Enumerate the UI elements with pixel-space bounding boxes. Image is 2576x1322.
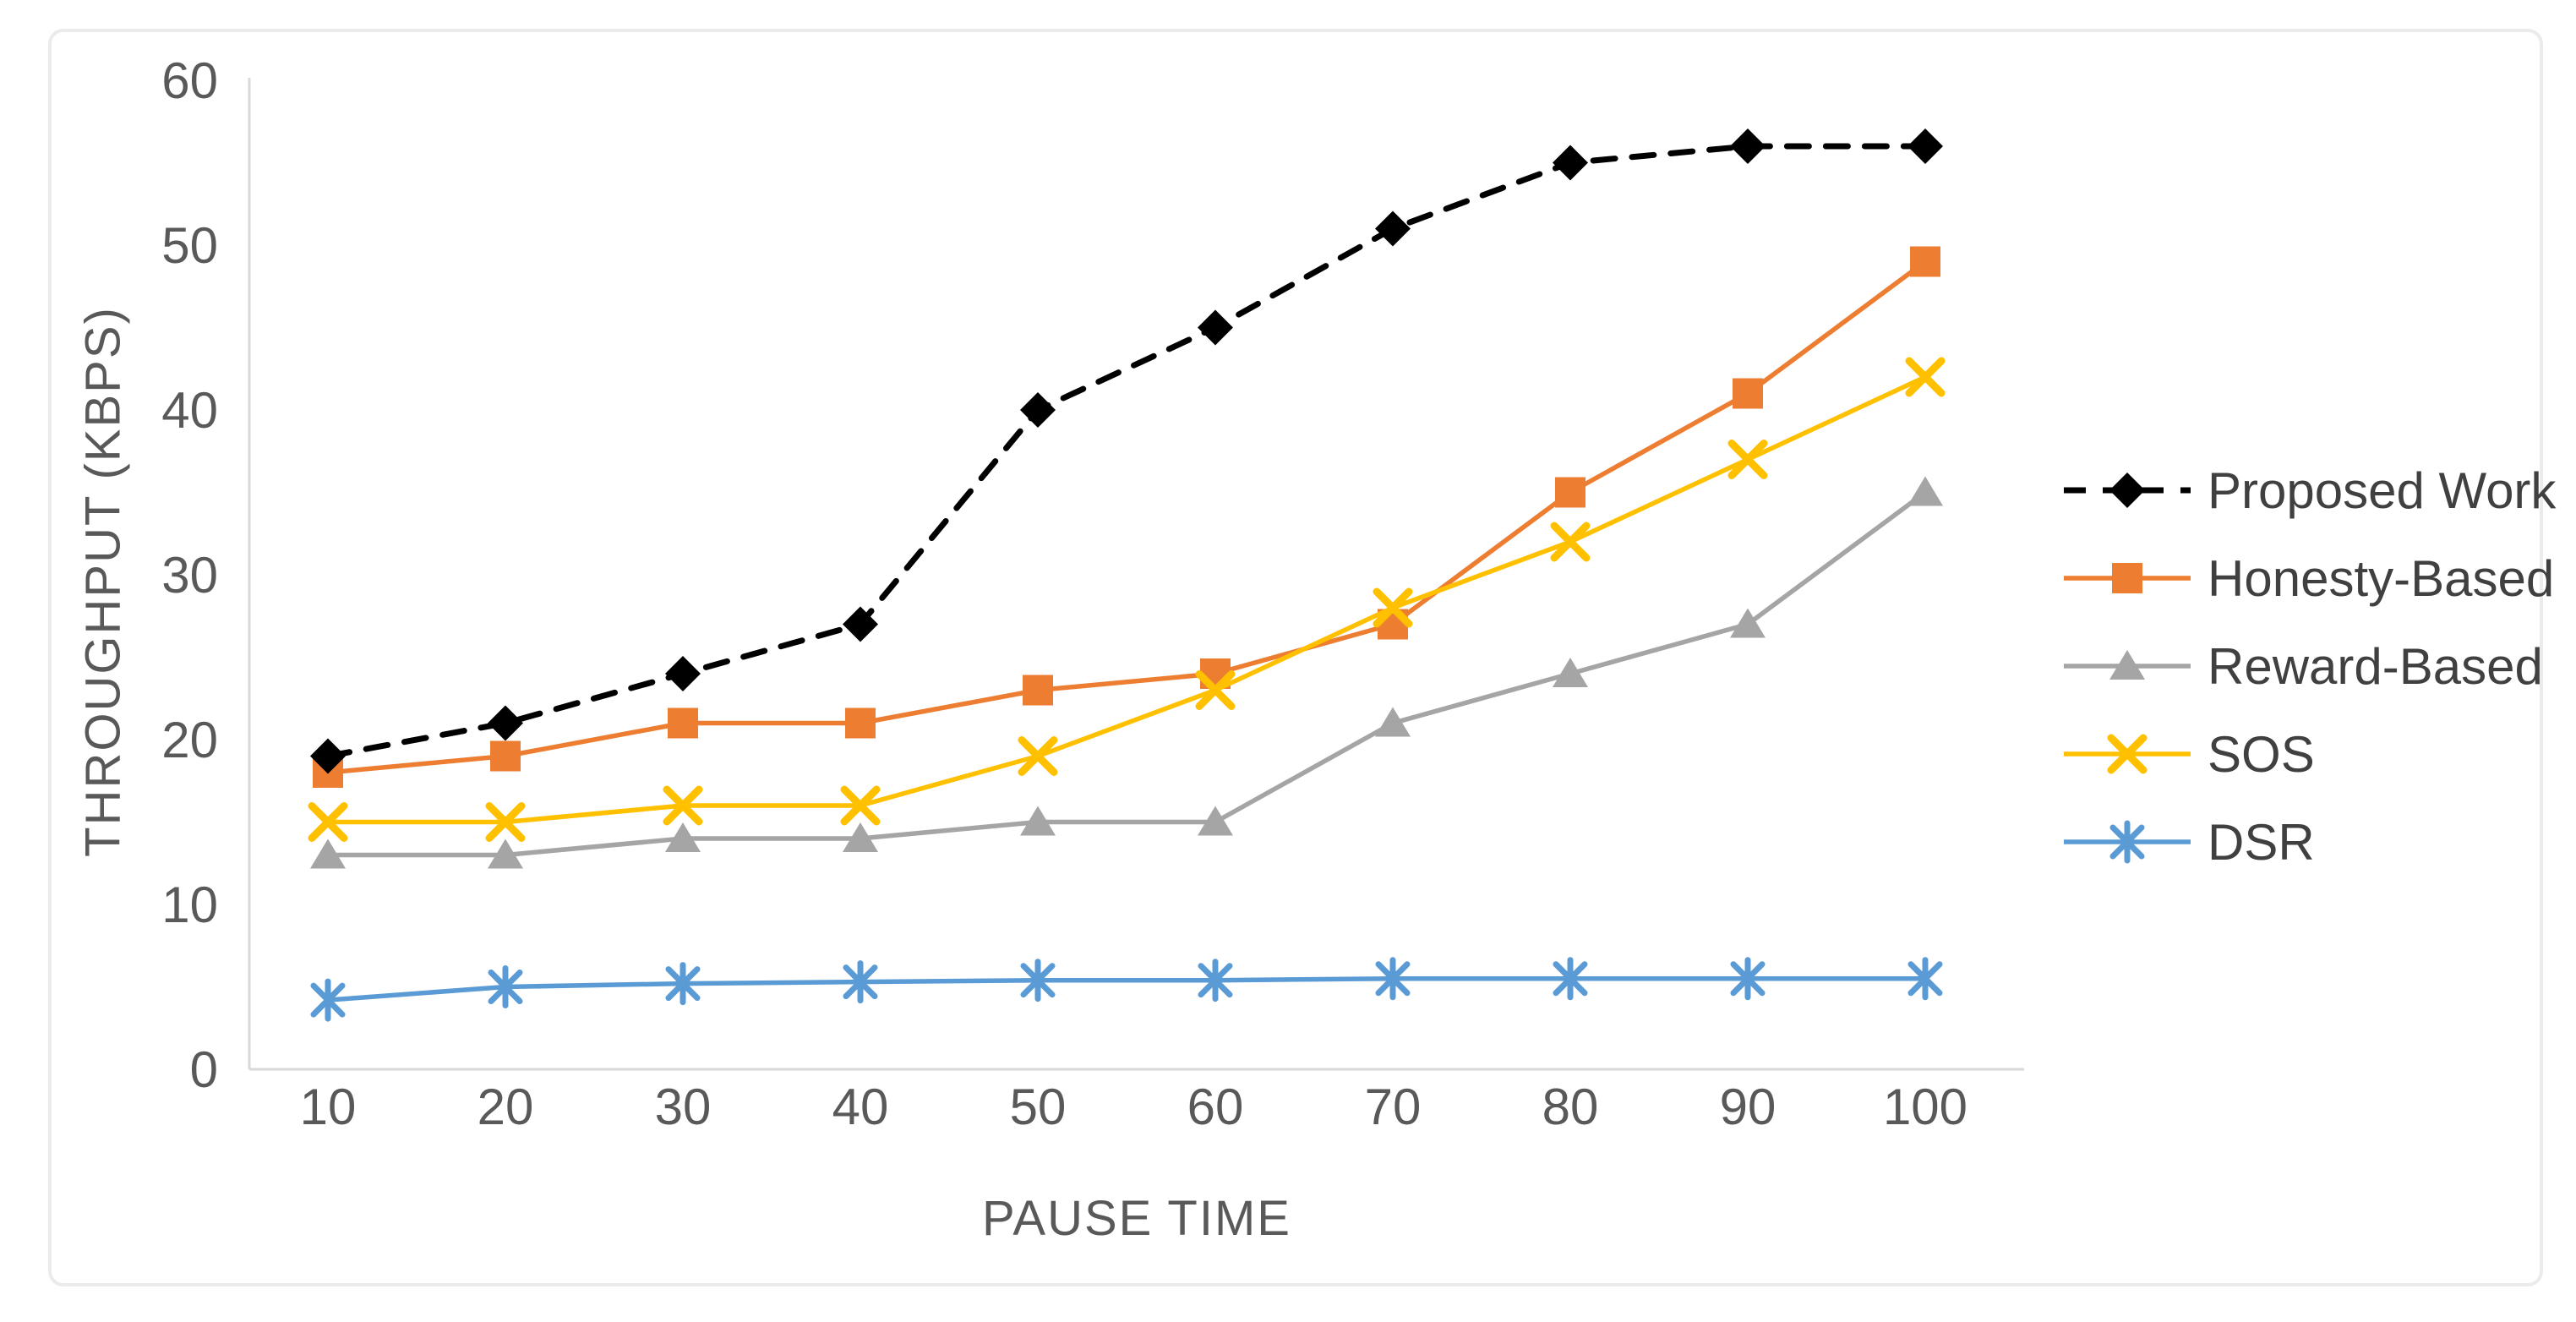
series-sos <box>308 357 1946 842</box>
series-proposed-work <box>310 128 1943 774</box>
y-tick-label: 40 <box>161 382 218 439</box>
x-marker <box>840 785 881 826</box>
x-tick-label: 70 <box>1365 1079 1422 1135</box>
square-marker <box>668 707 698 739</box>
y-tick-label: 50 <box>161 217 218 274</box>
x-marker <box>308 802 348 842</box>
square-marker <box>490 740 521 772</box>
x-tick-label: 40 <box>832 1079 889 1135</box>
square-marker <box>2112 563 2142 593</box>
legend-label: DSR <box>2208 814 2315 871</box>
x-tick-label: 20 <box>478 1079 534 1135</box>
diamond-marker <box>1375 210 1411 247</box>
x-tick-label: 100 <box>1883 1079 1967 1135</box>
asterisk-marker <box>2109 820 2145 864</box>
triangle-marker <box>488 839 523 869</box>
asterisk-marker <box>665 962 701 1006</box>
square-marker <box>1910 246 1940 277</box>
asterisk-marker <box>1730 957 1766 1001</box>
asterisk-marker <box>1553 957 1588 1001</box>
x-marker <box>2107 734 2148 774</box>
legend: Proposed Work Honesty-Based Reward-Based SO… <box>2064 462 2557 871</box>
legend-item-proposed-work: Proposed Work <box>2064 462 2557 519</box>
x-marker <box>1905 357 1946 397</box>
x-tick-label: 90 <box>1720 1079 1776 1135</box>
y-tick-label: 20 <box>161 712 218 768</box>
diamond-marker <box>665 656 701 691</box>
triangle-marker <box>310 839 346 869</box>
legend-item-reward-based: Reward-Based <box>2064 638 2543 695</box>
x-tick-label: 80 <box>1542 1079 1599 1135</box>
y-axis-title: THROUGHPUT (KBPS) <box>75 306 131 857</box>
square-marker <box>1555 477 1585 508</box>
legend-label: Proposed Work <box>2208 462 2557 519</box>
x-tick-label: 10 <box>300 1079 357 1135</box>
diamond-marker <box>488 705 523 741</box>
triangle-marker <box>665 822 701 852</box>
legend-item-honesty-based: Honesty-Based <box>2064 550 2554 607</box>
legend-item-dsr: DSR <box>2064 814 2315 871</box>
x-tick-label: 30 <box>655 1079 712 1135</box>
series-reward-based <box>310 476 1943 869</box>
series-line <box>325 976 1928 1002</box>
square-marker <box>1733 378 1763 409</box>
asterisk-marker <box>488 965 523 1008</box>
triangle-marker <box>843 822 878 852</box>
y-tick-label: 60 <box>161 52 218 109</box>
asterisk-marker <box>1907 957 1943 1001</box>
x-marker <box>1550 522 1591 562</box>
series-dsr <box>310 957 1943 1022</box>
x-tick-label: 50 <box>1010 1079 1067 1135</box>
triangle-marker <box>1198 806 1233 836</box>
y-tick-label: 0 <box>190 1041 218 1098</box>
legend-item-sos: SOS <box>2064 726 2315 783</box>
asterisk-marker <box>843 960 878 1004</box>
x-marker <box>663 785 703 826</box>
series-line <box>325 489 1928 858</box>
triangle-marker <box>1020 806 1056 836</box>
diamond-marker <box>843 606 878 642</box>
diamond-marker <box>1020 392 1056 428</box>
asterisk-marker <box>1020 959 1056 1002</box>
triangle-marker <box>1907 476 1943 506</box>
series-line <box>325 143 1929 759</box>
x-marker <box>1018 736 1058 776</box>
series-line <box>325 374 1928 825</box>
y-tick-label: 10 <box>161 877 218 933</box>
series-line <box>325 259 1928 775</box>
series-honesty-based <box>313 246 1940 788</box>
diamond-marker <box>310 738 346 774</box>
diamond-marker <box>2109 473 2145 508</box>
diamond-marker <box>1198 309 1233 346</box>
diamond-marker <box>1553 145 1588 181</box>
diamond-marker <box>1907 128 1943 164</box>
triangle-marker <box>2109 650 2145 680</box>
square-marker <box>845 707 876 739</box>
legend-label: Honesty-Based <box>2208 550 2554 607</box>
legend-label: Reward-Based <box>2208 638 2543 695</box>
triangle-marker <box>1375 707 1411 737</box>
x-marker <box>1727 440 1768 479</box>
legend-label: SOS <box>2208 726 2315 783</box>
x-axis-title: PAUSE TIME <box>982 1191 1291 1246</box>
asterisk-marker <box>1198 959 1233 1002</box>
x-marker <box>1195 670 1236 710</box>
square-marker <box>1023 675 1053 706</box>
y-tick-label: 30 <box>161 547 218 604</box>
diamond-marker <box>1730 128 1766 164</box>
x-tick-label: 60 <box>1187 1079 1244 1135</box>
asterisk-marker <box>310 978 346 1022</box>
asterisk-marker <box>1375 957 1411 1001</box>
x-marker <box>1373 587 1413 628</box>
x-marker <box>485 802 526 842</box>
triangle-marker <box>1553 658 1588 687</box>
triangle-marker <box>1730 608 1766 638</box>
